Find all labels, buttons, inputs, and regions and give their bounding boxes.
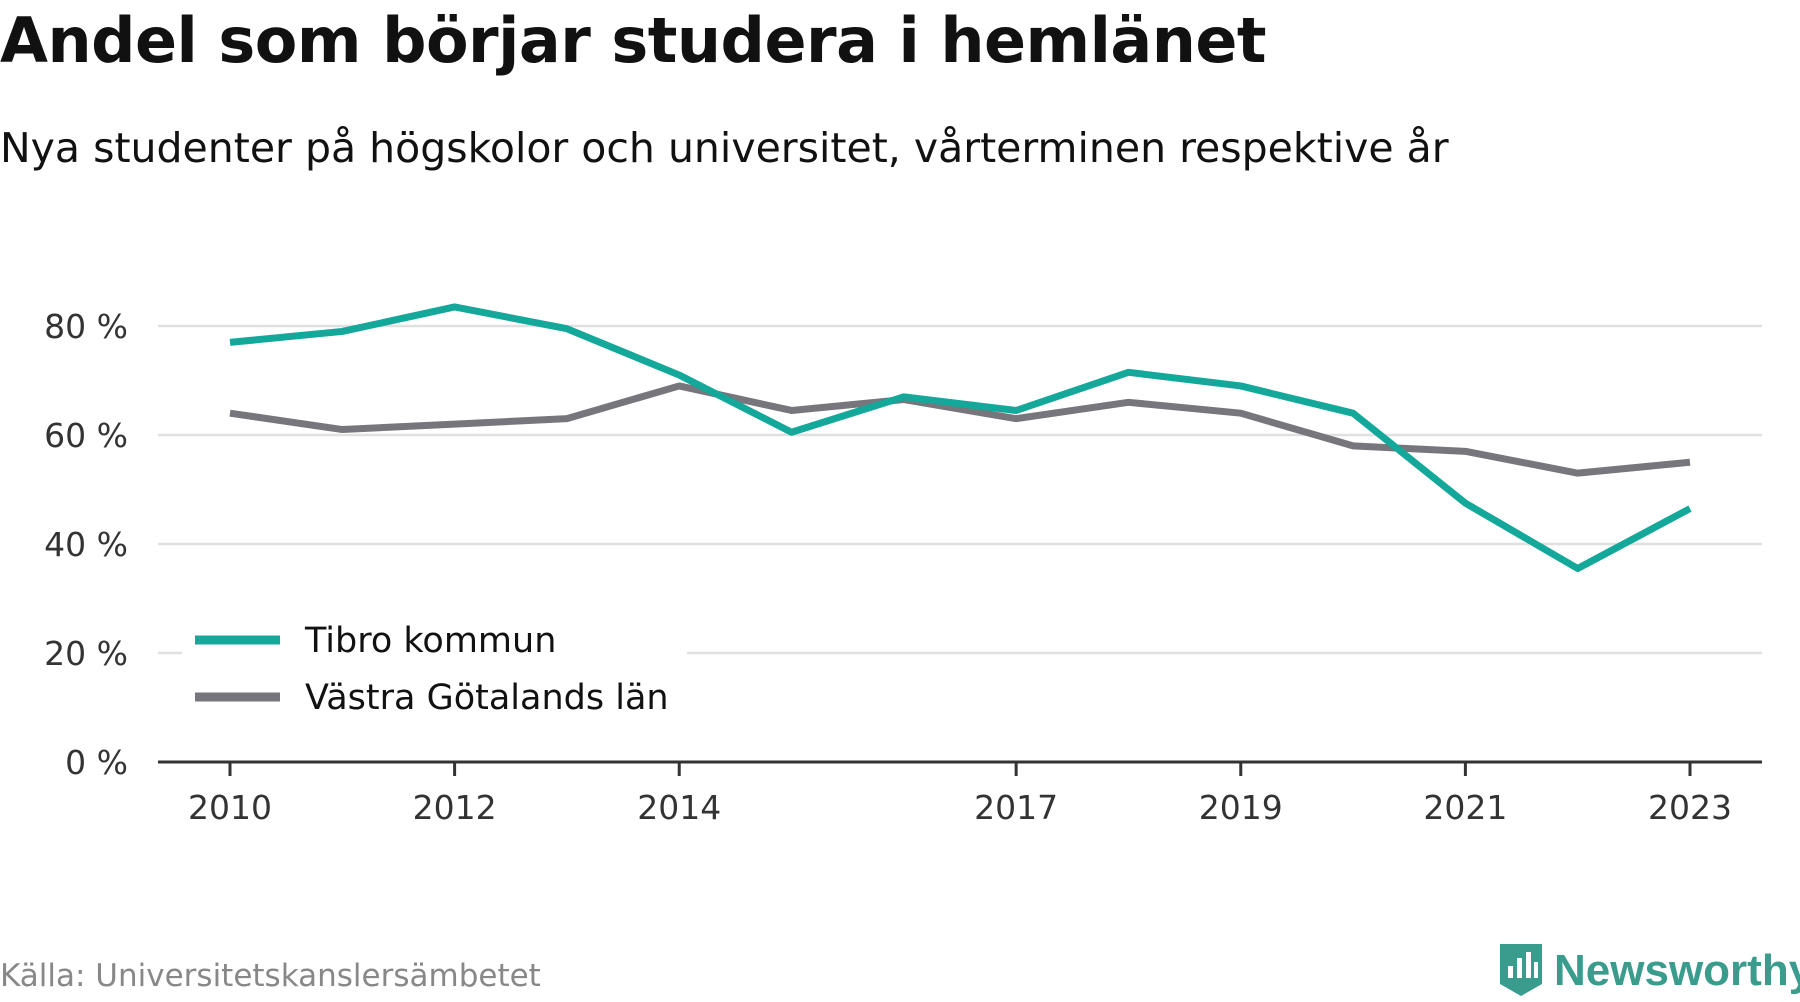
- y-tick-label: 40 %: [44, 525, 128, 564]
- x-tick-label: 2014: [637, 788, 721, 827]
- x-tick-label: 2023: [1648, 788, 1732, 827]
- y-tick-label: 80 %: [44, 307, 128, 346]
- grid-lines: [158, 324, 1762, 655]
- x-tick-label: 2019: [1199, 788, 1283, 827]
- line-chart: 0 % 20 % 40 % 60 % 80 % 2010 2012 2014 2017 2019…: [44, 303, 1762, 827]
- y-tick-label: 60 %: [44, 416, 128, 455]
- y-tick-label: 0 %: [65, 743, 128, 782]
- series-line-0: [229, 303, 1692, 573]
- newsworthy-logo-icon: [1496, 940, 1546, 1002]
- x-tick-label: 2010: [188, 788, 272, 827]
- x-tick-label: 2021: [1423, 788, 1507, 827]
- legend-label: Västra Götalands län: [305, 678, 669, 718]
- x-tick-label: 2017: [974, 788, 1058, 827]
- y-tick-label: 20 %: [44, 634, 128, 673]
- legend: Tibro kommun Västra Götalands län: [182, 612, 687, 730]
- series-lines: [229, 303, 1692, 573]
- series-line-1: [229, 382, 1691, 477]
- brand-name: Newsworthy: [1554, 946, 1800, 995]
- source-note: Källa: Universitetskanslersämbetet: [0, 958, 541, 994]
- legend-background: [182, 612, 687, 730]
- x-tick-label: 2012: [413, 788, 497, 827]
- y-axis-ticks: 0 % 20 % 40 % 60 % 80 %: [44, 307, 128, 782]
- x-axis-ticks: 2010 2012 2014 2017 2019 2021 2023: [188, 762, 1732, 827]
- legend-label: Tibro kommun: [304, 621, 556, 661]
- brand-logo[interactable]: Newsworthy: [1496, 940, 1800, 1002]
- chart-subtitle: Nya studenter på högskolor och universit…: [0, 124, 1449, 172]
- chart-title: Andel som börjar studera i hemlänet: [0, 4, 1267, 77]
